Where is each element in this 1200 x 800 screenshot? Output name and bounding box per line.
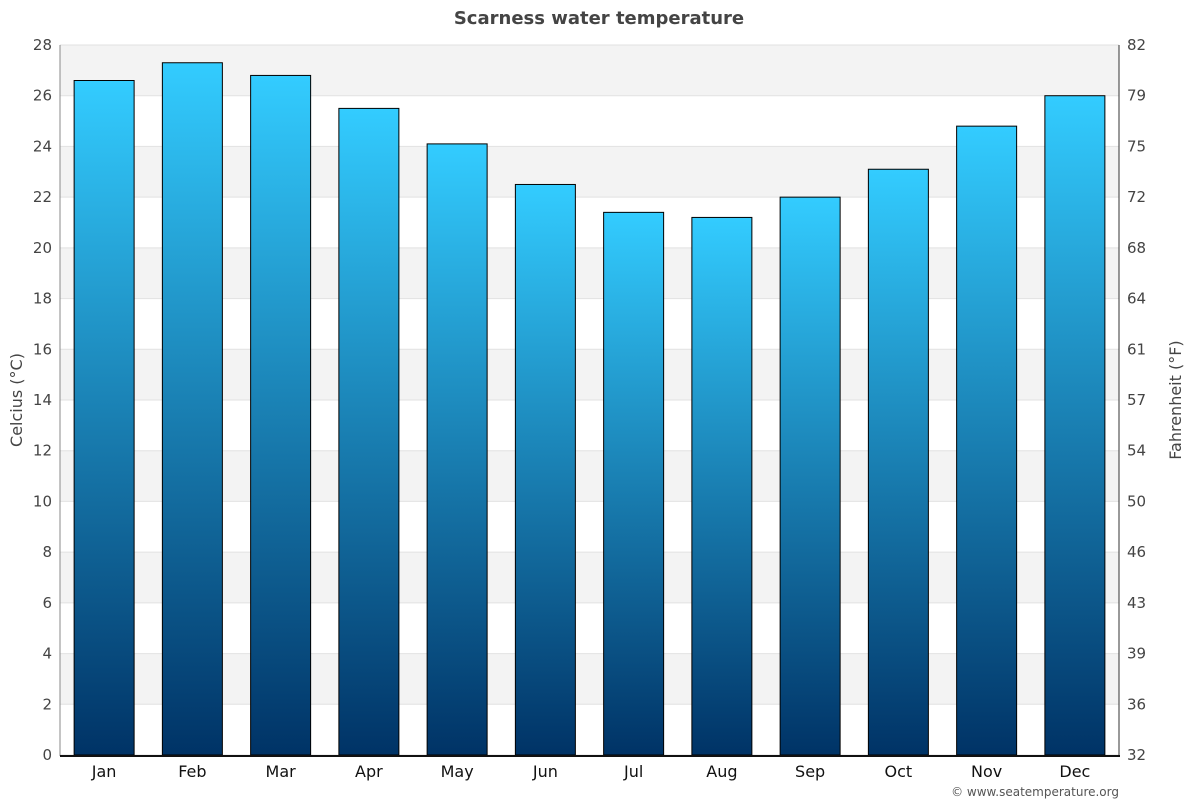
x-tick-label: Dec: [1059, 762, 1090, 781]
bar-nov[interactable]: [956, 125, 1018, 756]
y-tick-label: 28: [33, 36, 52, 54]
y-tick-label-right: 57: [1127, 391, 1146, 409]
y-axis-label-right: Fahrenheit (°F): [1166, 340, 1185, 459]
x-tick-label: Mar: [266, 762, 297, 781]
y-tick-label-right: 36: [1127, 695, 1146, 713]
y-tick-label: 6: [42, 594, 52, 612]
y-tick-label-right: 32: [1127, 746, 1146, 764]
bar-jun[interactable]: [514, 183, 576, 756]
y-tick-label: 12: [33, 442, 52, 460]
grid-band: [60, 450, 1119, 502]
x-tick-label: Sep: [795, 762, 825, 781]
y-tick-label-right: 50: [1127, 492, 1146, 510]
grid-band: [60, 552, 1119, 603]
y-tick-label-right: 72: [1127, 188, 1146, 206]
y-tick-label: 16: [33, 340, 52, 358]
grid-band: [60, 146, 1119, 198]
y-tick-label: 24: [33, 137, 52, 155]
y-tick-label: 2: [42, 695, 52, 713]
x-tick-label: Jul: [623, 762, 643, 781]
y-tick-label: 26: [33, 87, 52, 105]
x-tick-label: Oct: [885, 762, 913, 781]
y-tick-label-right: 82: [1127, 36, 1146, 54]
y-tick-label-right: 68: [1127, 239, 1146, 257]
grid-band: [60, 45, 1119, 96]
y-tick-label-right: 54: [1127, 442, 1146, 460]
grid-band: [60, 349, 1119, 400]
y-tick-label: 4: [42, 645, 52, 663]
y-tick-label: 10: [33, 492, 52, 510]
bar-apr[interactable]: [338, 107, 400, 756]
y-tick-label: 20: [33, 239, 52, 257]
bar-sep[interactable]: [779, 196, 841, 756]
bar-dec[interactable]: [1044, 95, 1106, 756]
x-tick-label: Nov: [971, 762, 1002, 781]
bar-aug[interactable]: [691, 216, 753, 756]
bar-jan[interactable]: [73, 80, 135, 756]
y-tick-label-right: 79: [1127, 87, 1146, 105]
y-tick-label: 0: [42, 746, 52, 764]
y-tick-label: 8: [42, 543, 52, 561]
x-tick-label: May: [441, 762, 474, 781]
bar-jul[interactable]: [603, 211, 665, 756]
x-tick-label: Feb: [178, 762, 206, 781]
y-tick-label-right: 75: [1127, 137, 1146, 155]
grid-band: [60, 247, 1119, 299]
x-tick-label: Jun: [532, 762, 558, 781]
y-axis-label: Celcius (°C): [7, 353, 26, 447]
bar-may[interactable]: [426, 143, 488, 756]
credit: © www.seatemperature.org: [951, 785, 1119, 799]
y-tick-label-right: 61: [1127, 340, 1146, 358]
grid-band: [60, 653, 1119, 705]
y-tick-label-right: 43: [1127, 594, 1146, 612]
x-tick-label: Apr: [355, 762, 383, 781]
y-tick-label: 18: [33, 290, 52, 308]
y-tick-label: 14: [33, 391, 52, 409]
y-tick-label: 22: [33, 188, 52, 206]
y-tick-label-right: 64: [1127, 290, 1146, 308]
y-tick-label-right: 46: [1127, 543, 1146, 561]
x-tick-label: Jan: [91, 762, 117, 781]
x-tick-label: Aug: [706, 762, 737, 781]
chart-title: Scarness water temperature: [454, 8, 744, 29]
bar-oct[interactable]: [867, 168, 929, 756]
bar-mar[interactable]: [250, 74, 312, 756]
bar-feb[interactable]: [161, 62, 223, 756]
y-tick-label-right: 39: [1127, 645, 1146, 663]
